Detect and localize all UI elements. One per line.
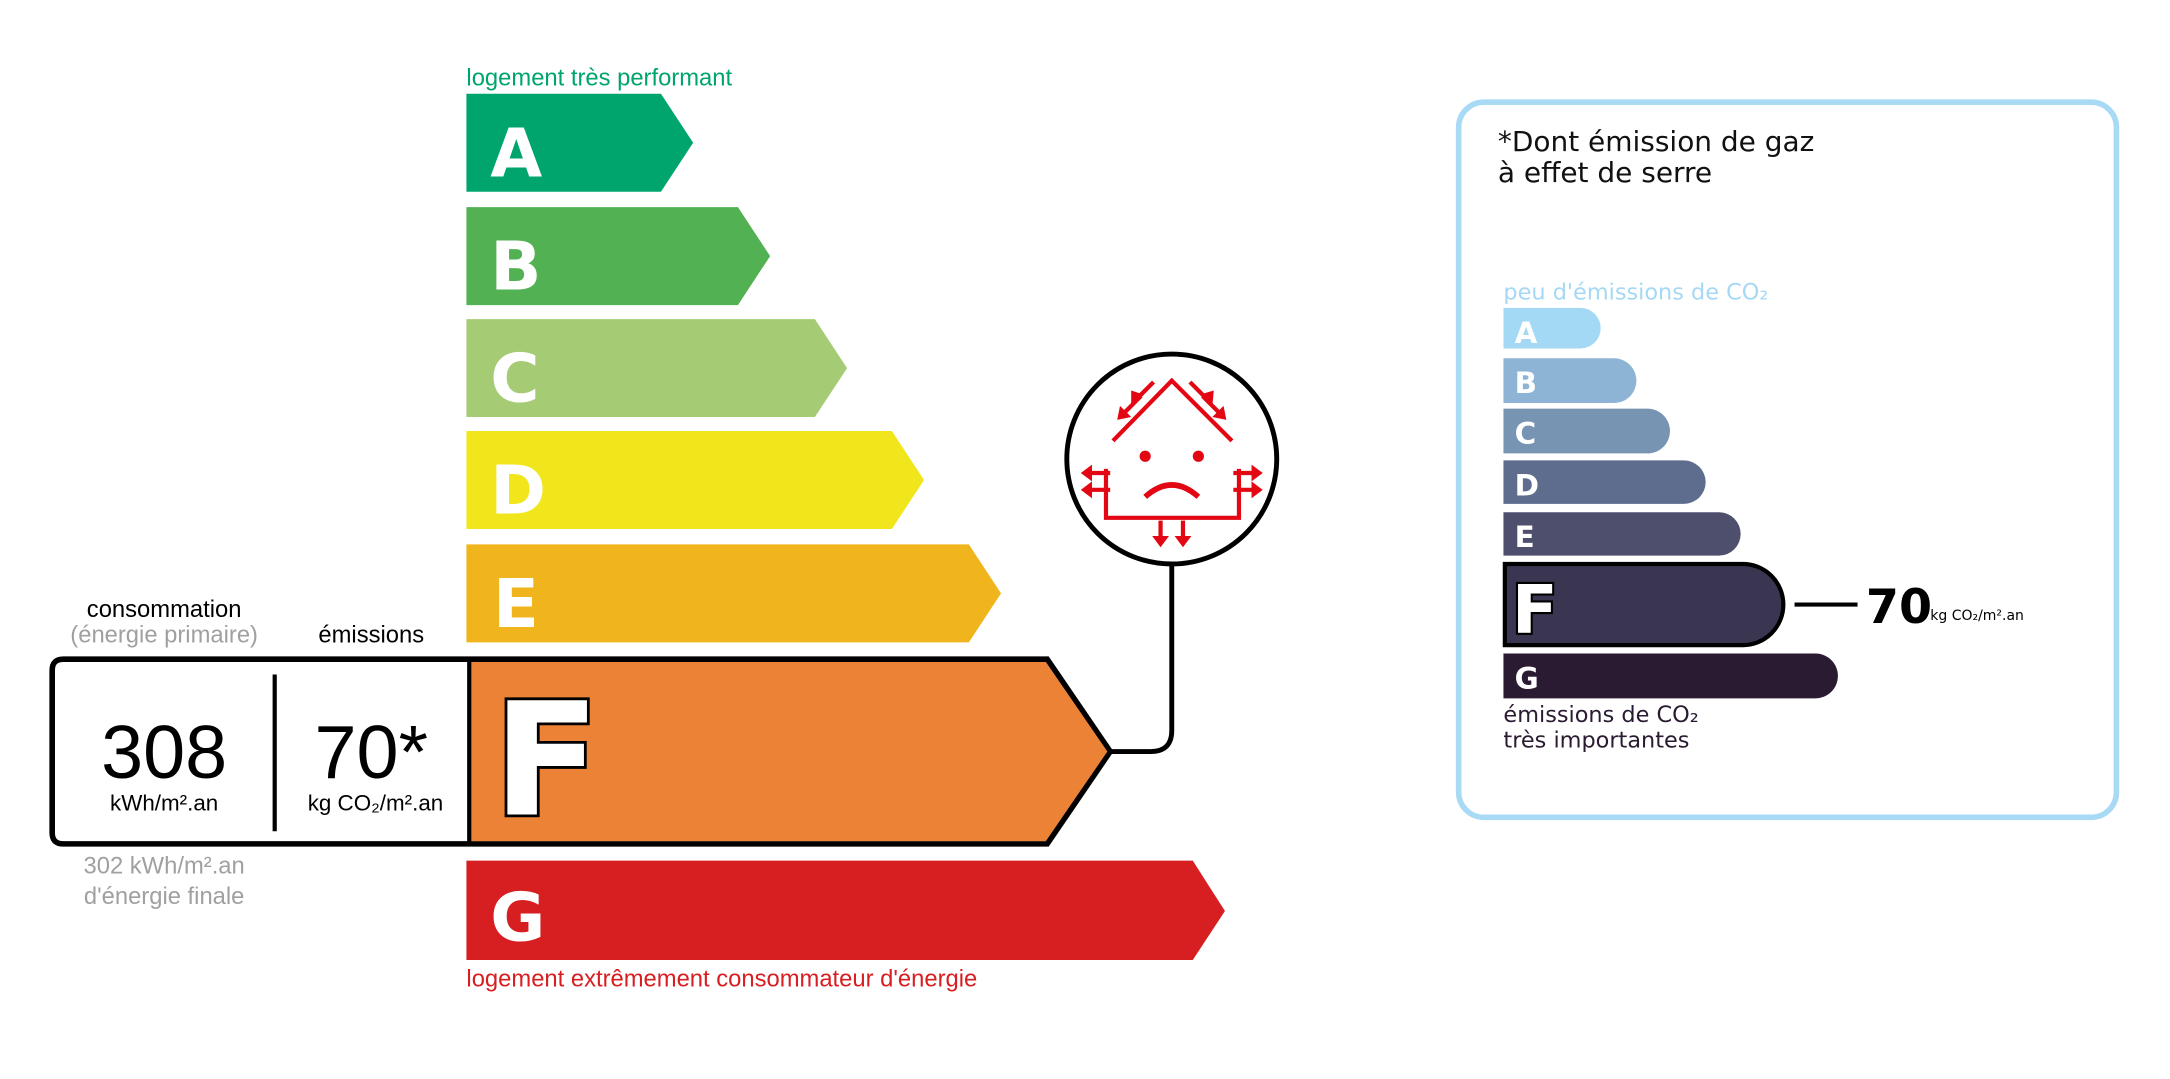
consumption-sublabel: (énergie primaire) [70,621,258,648]
emissions-value: 70* [315,711,428,795]
ges-title-line1: *Dont émission de gaz [1498,125,1815,158]
ges-letter-d: D [1515,468,1539,502]
energy-class-a: A [466,93,694,192]
final-energy-label: d'énergie finale [84,883,245,910]
energy-bottom-label: logement extrêmement consommateur d'éner… [466,966,977,993]
ges-letter-b: B [1515,366,1537,400]
ges-unit: kg CO₂/m².an [1930,608,2024,624]
icon-connector [1110,563,1175,754]
energy-letter-d: D [490,452,546,530]
ges-class-g: G [1503,653,1838,699]
final-energy-value: 302 kWh/m².an [84,852,245,879]
ges-class-a: A [1503,307,1601,350]
ges-title-line2: à effet de serre [1498,156,1712,189]
ges-top-label: peu d'émissions de CO₂ [1503,279,1768,305]
ges-class-e: E [1503,512,1741,556]
energy-class-c: C [466,319,848,418]
ges-class-d: D [1503,460,1706,504]
energy-class-b: B [466,207,771,306]
energy-class-g: G [466,860,1225,961]
energy-letter-c: C [490,340,539,418]
ges-class-c: C [1503,408,1670,454]
consumption-value: 308 [101,711,227,795]
energy-current-class-f: F [49,656,1114,854]
ges-class-b: B [1503,358,1637,404]
emissions-unit: kg CO₂/m².an [308,790,444,815]
ges-letter-g: G [1515,662,1539,696]
energy-class-d: D [466,431,925,530]
ges-bottom-label-line1: émissions de CO₂ [1503,702,1698,728]
energy-top-label: logement très performant [466,64,732,91]
ges-letter-a: A [1515,316,1538,350]
ges-current-letter: F [1512,571,1558,649]
energy-letter-b: B [490,228,541,306]
ges-letter-e: E [1515,520,1535,554]
sad-house-heat-loss-icon [1064,351,1280,567]
energy-letter-g: G [490,878,545,956]
consumption-label: consommation [87,596,242,623]
ges-current-class-f: F [1502,561,1786,651]
energy-current-letter: F [493,669,600,851]
ges-value: 70 [1866,580,1932,635]
energy-class-e: E [466,544,1002,643]
emissions-label: émissions [318,621,424,648]
ges-letter-c: C [1515,417,1537,451]
energy-letter-a: A [490,114,542,192]
energy-letter-e: E [493,565,539,643]
ges-bottom-label-line2: très importantes [1503,727,1689,753]
consumption-unit: kWh/m².an [110,790,218,815]
